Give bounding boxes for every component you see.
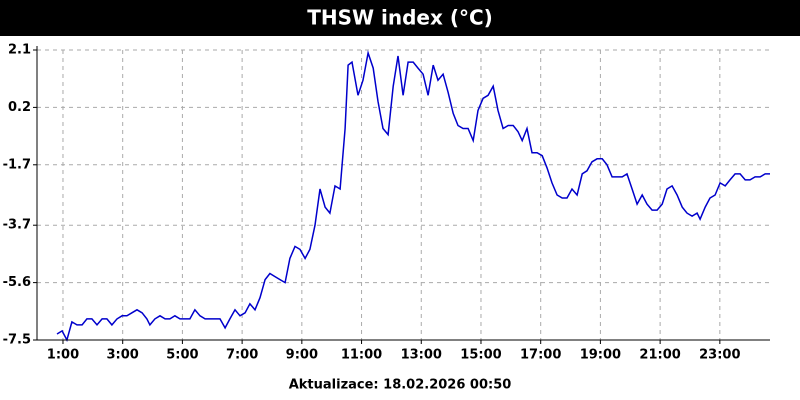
footer: Aktualizace: 18.02.2026 00:50 [289,378,512,393]
title-bar [0,0,800,36]
x-tick-label: 7:00 [226,348,258,363]
x-tick-label: 19:00 [580,348,621,363]
plot [56,50,770,343]
x-tick-label: 1:00 [47,348,79,363]
chart-title: THSW index (°C) [307,6,493,30]
x-tick-label: 3:00 [107,348,139,363]
y-tick-label: -5.6 [3,275,31,290]
x-tick-label: 17:00 [520,348,561,363]
y-tick-label: -3.7 [3,218,31,233]
x-tick-label: 15:00 [460,348,501,363]
x-tick-label: 23:00 [699,348,740,363]
x-tick-label: 13:00 [401,348,442,363]
data-line [56,50,770,343]
y-tick-label: -1.7 [3,157,31,172]
grid [37,49,770,341]
y-tick-label: 0.2 [8,100,31,115]
x-tick-label: 11:00 [341,348,382,363]
x-tick-label: 9:00 [286,348,318,363]
x-tick-label: 21:00 [639,348,680,363]
x-tick-label: 5:00 [166,348,198,363]
y-tick-label: -7.5 [3,333,31,348]
y-tick-label: 2.1 [8,43,31,58]
